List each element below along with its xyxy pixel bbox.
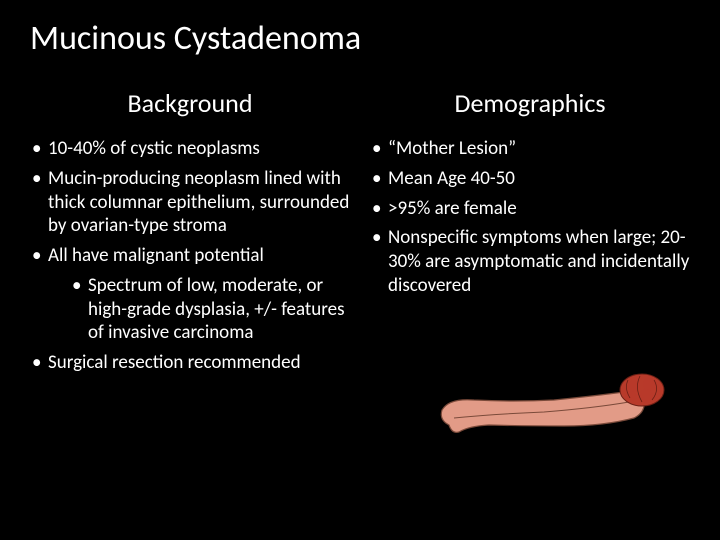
list-item: “Mother Lesion” bbox=[370, 137, 690, 161]
list-item-text: All have malignant potential bbox=[48, 244, 264, 267]
list-item: 10-40% of cystic neoplasms bbox=[30, 137, 350, 161]
list-item: Mucin-producing neoplasm lined with thic… bbox=[30, 167, 350, 238]
left-column: Background 10-40% of cystic neoplasms Mu… bbox=[30, 87, 350, 381]
sub-bullets: Spectrum of low, moderate, or high-grade… bbox=[48, 274, 350, 345]
right-bullets: “Mother Lesion” Mean Age 40-50 >95% are … bbox=[370, 137, 690, 298]
left-bullets: 10-40% of cystic neoplasms Mucin-produci… bbox=[30, 137, 350, 375]
slide-title: Mucinous Cystadenoma bbox=[30, 18, 690, 59]
cystic-mass bbox=[620, 374, 664, 406]
pancreas-illustration-icon bbox=[434, 370, 684, 450]
right-heading: Demographics bbox=[370, 87, 690, 119]
slide: Mucinous Cystadenoma Background 10-40% o… bbox=[0, 0, 720, 540]
list-item: Nonspecific symptoms when large; 20-30% … bbox=[370, 226, 690, 297]
list-item: Mean Age 40-50 bbox=[370, 167, 690, 191]
list-item: Spectrum of low, moderate, or high-grade… bbox=[70, 274, 350, 345]
right-column: Demographics “Mother Lesion” Mean Age 40… bbox=[370, 87, 690, 381]
left-heading: Background bbox=[30, 87, 350, 119]
list-item: Surgical resection recommended bbox=[30, 351, 350, 375]
columns: Background 10-40% of cystic neoplasms Mu… bbox=[30, 87, 690, 381]
list-item: >95% are female bbox=[370, 197, 690, 221]
list-item: All have malignant potential Spectrum of… bbox=[30, 244, 350, 345]
